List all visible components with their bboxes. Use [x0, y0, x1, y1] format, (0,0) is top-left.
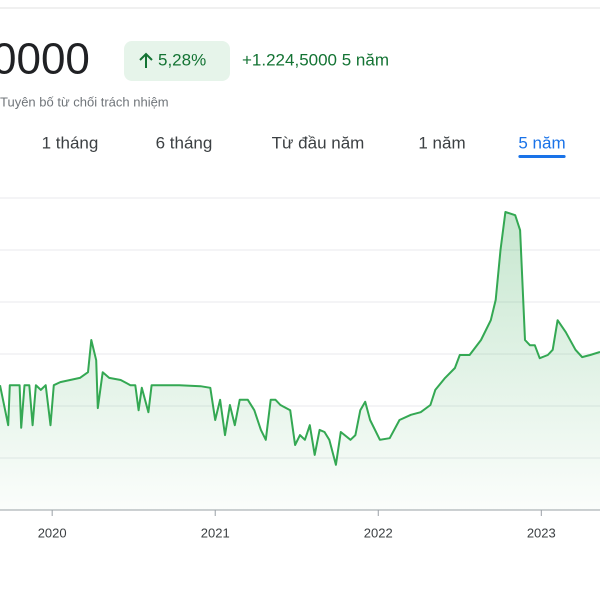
x-tick-label: 2023 — [527, 525, 556, 540]
up-arrow — [139, 52, 153, 68]
price-line — [0, 211, 600, 466]
range-tab[interactable]: Từ đầu năm — [272, 133, 365, 152]
range-tab[interactable]: 5 năm — [518, 133, 565, 152]
price: 0000 — [0, 35, 90, 84]
x-tick-label: 2022 — [364, 525, 393, 540]
active-underline — [518, 155, 566, 158]
change-badge — [124, 41, 230, 81]
range-tab[interactable]: 1 năm — [418, 133, 465, 152]
change-amount: +1.224,5000 5 năm — [242, 50, 389, 69]
disclaimer[interactable]: Tuyên bố từ chối trách nhiệm — [0, 94, 169, 109]
area — [0, 212, 600, 510]
change-percent: 5,28% — [158, 50, 206, 69]
chart: 2020 2021 2022 2023 — [0, 197, 600, 540]
range-tab[interactable]: 1 tháng — [42, 133, 99, 152]
range-tab[interactable]: 6 tháng — [156, 133, 213, 152]
x-tick-label: 2021 — [201, 525, 230, 540]
range-tabs: 1 tháng 6 tháng Từ đầu năm 1 năm 5 năm — [42, 133, 566, 158]
x-tick-label: 2020 — [38, 525, 67, 540]
